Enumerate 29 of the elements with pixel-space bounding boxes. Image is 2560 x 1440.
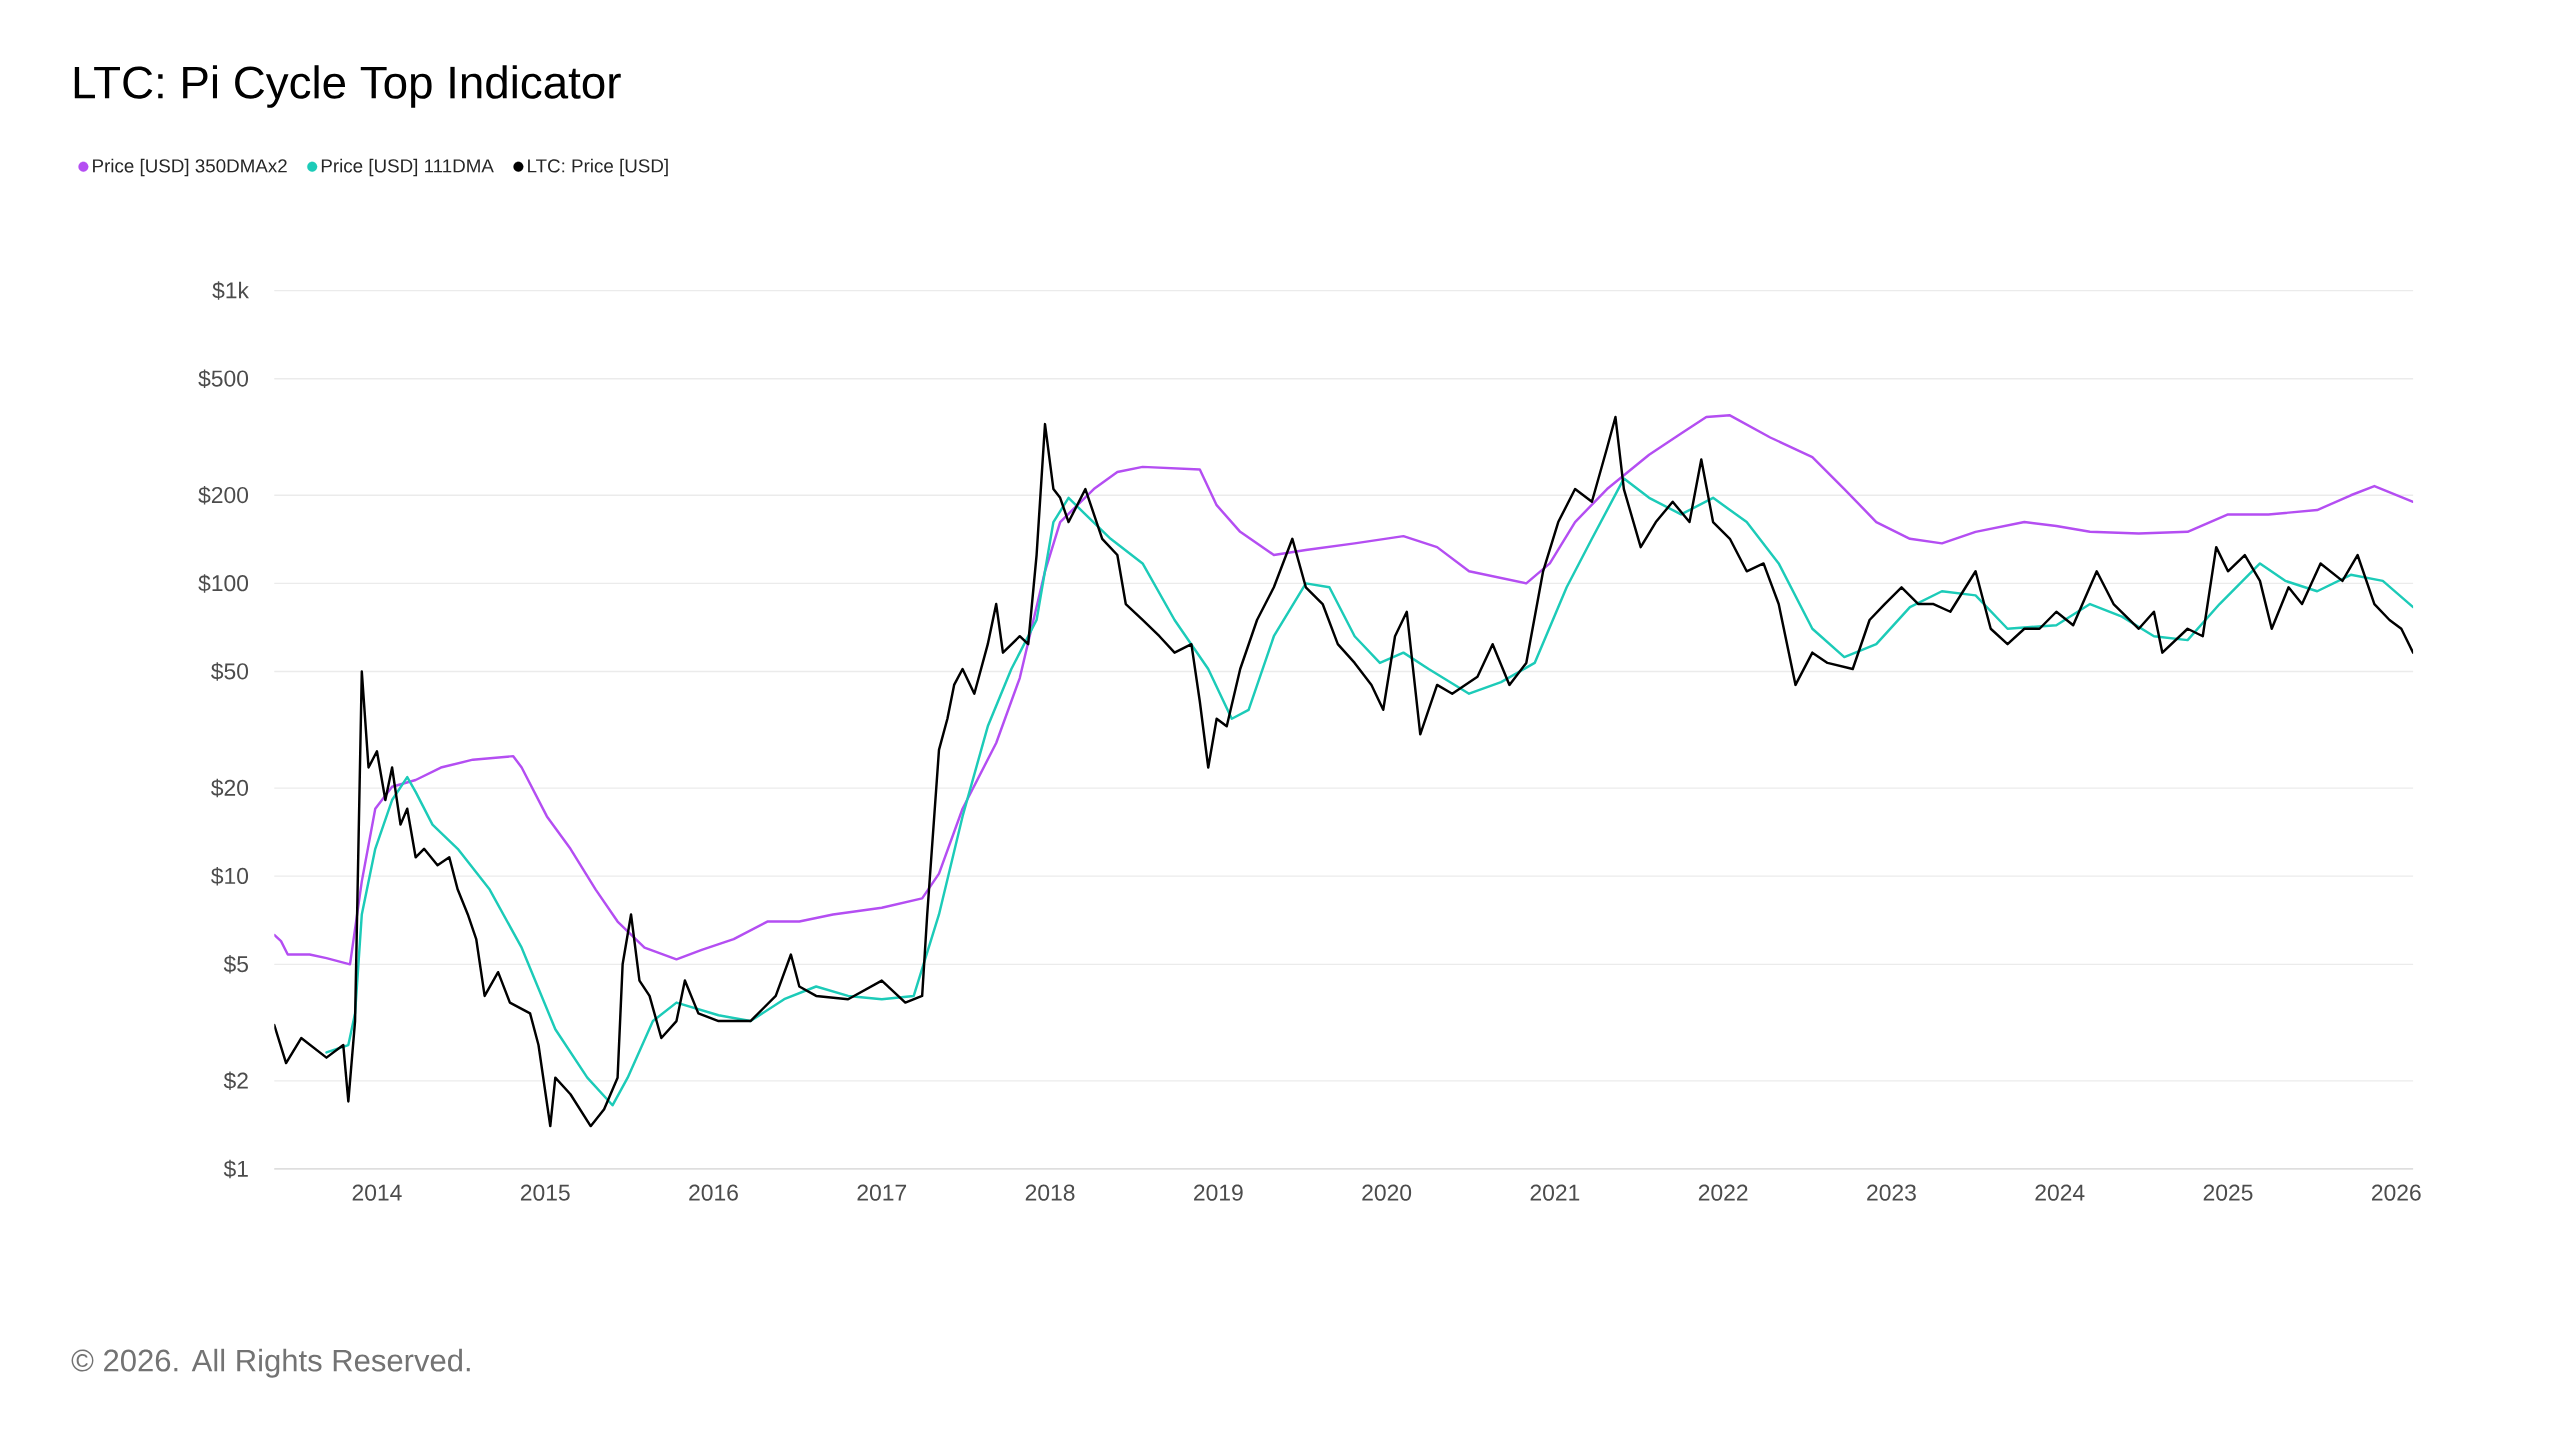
y-tick-label: $100: [198, 574, 249, 593]
y-tick-label: $1: [223, 1159, 248, 1179]
y-tick-label: $1k: [212, 281, 249, 300]
x-tick-label: 2020: [1362, 1184, 1412, 1201]
y-tick-label: $2: [223, 1071, 248, 1091]
x-tick-label: 2019: [1194, 1184, 1243, 1201]
y-tick-label: $50: [211, 662, 249, 681]
x-tick-label: 2021: [1530, 1184, 1580, 1201]
x-tick-label: 2017: [857, 1184, 907, 1201]
legend-label: LTC: Price [USD]: [528, 158, 668, 177]
x-tick-label: 2016: [689, 1184, 738, 1201]
x-tick-label: 2015: [520, 1184, 570, 1201]
x-tick-label: 2026: [2372, 1184, 2421, 1201]
x-tick-label: 2025: [2203, 1184, 2253, 1201]
x-tick-label: 2022: [1698, 1184, 1748, 1201]
y-tick-label: $10: [211, 866, 249, 886]
legend-label: Price [USD] 111DMA: [321, 158, 494, 177]
x-tick-label: 2024: [2035, 1184, 2085, 1201]
y-tick-label: $20: [211, 778, 249, 798]
x-tick-label: 2014: [352, 1184, 402, 1201]
chart-title: LTC: Pi Cycle Top Indicator: [74, 65, 621, 108]
y-tick-label: $5: [223, 955, 248, 974]
y-tick-label: $200: [198, 486, 249, 505]
y-tick-label: $500: [198, 369, 249, 388]
text: © 2026. All Rights Reserved.: [71, 1348, 470, 1378]
line-series: [274, 414, 2414, 966]
x-tick-label: 2018: [1025, 1184, 1075, 1201]
legend-label: Price [USD] 350DMAx2: [93, 158, 287, 177]
x-tick-label: 2023: [1867, 1184, 1916, 1201]
